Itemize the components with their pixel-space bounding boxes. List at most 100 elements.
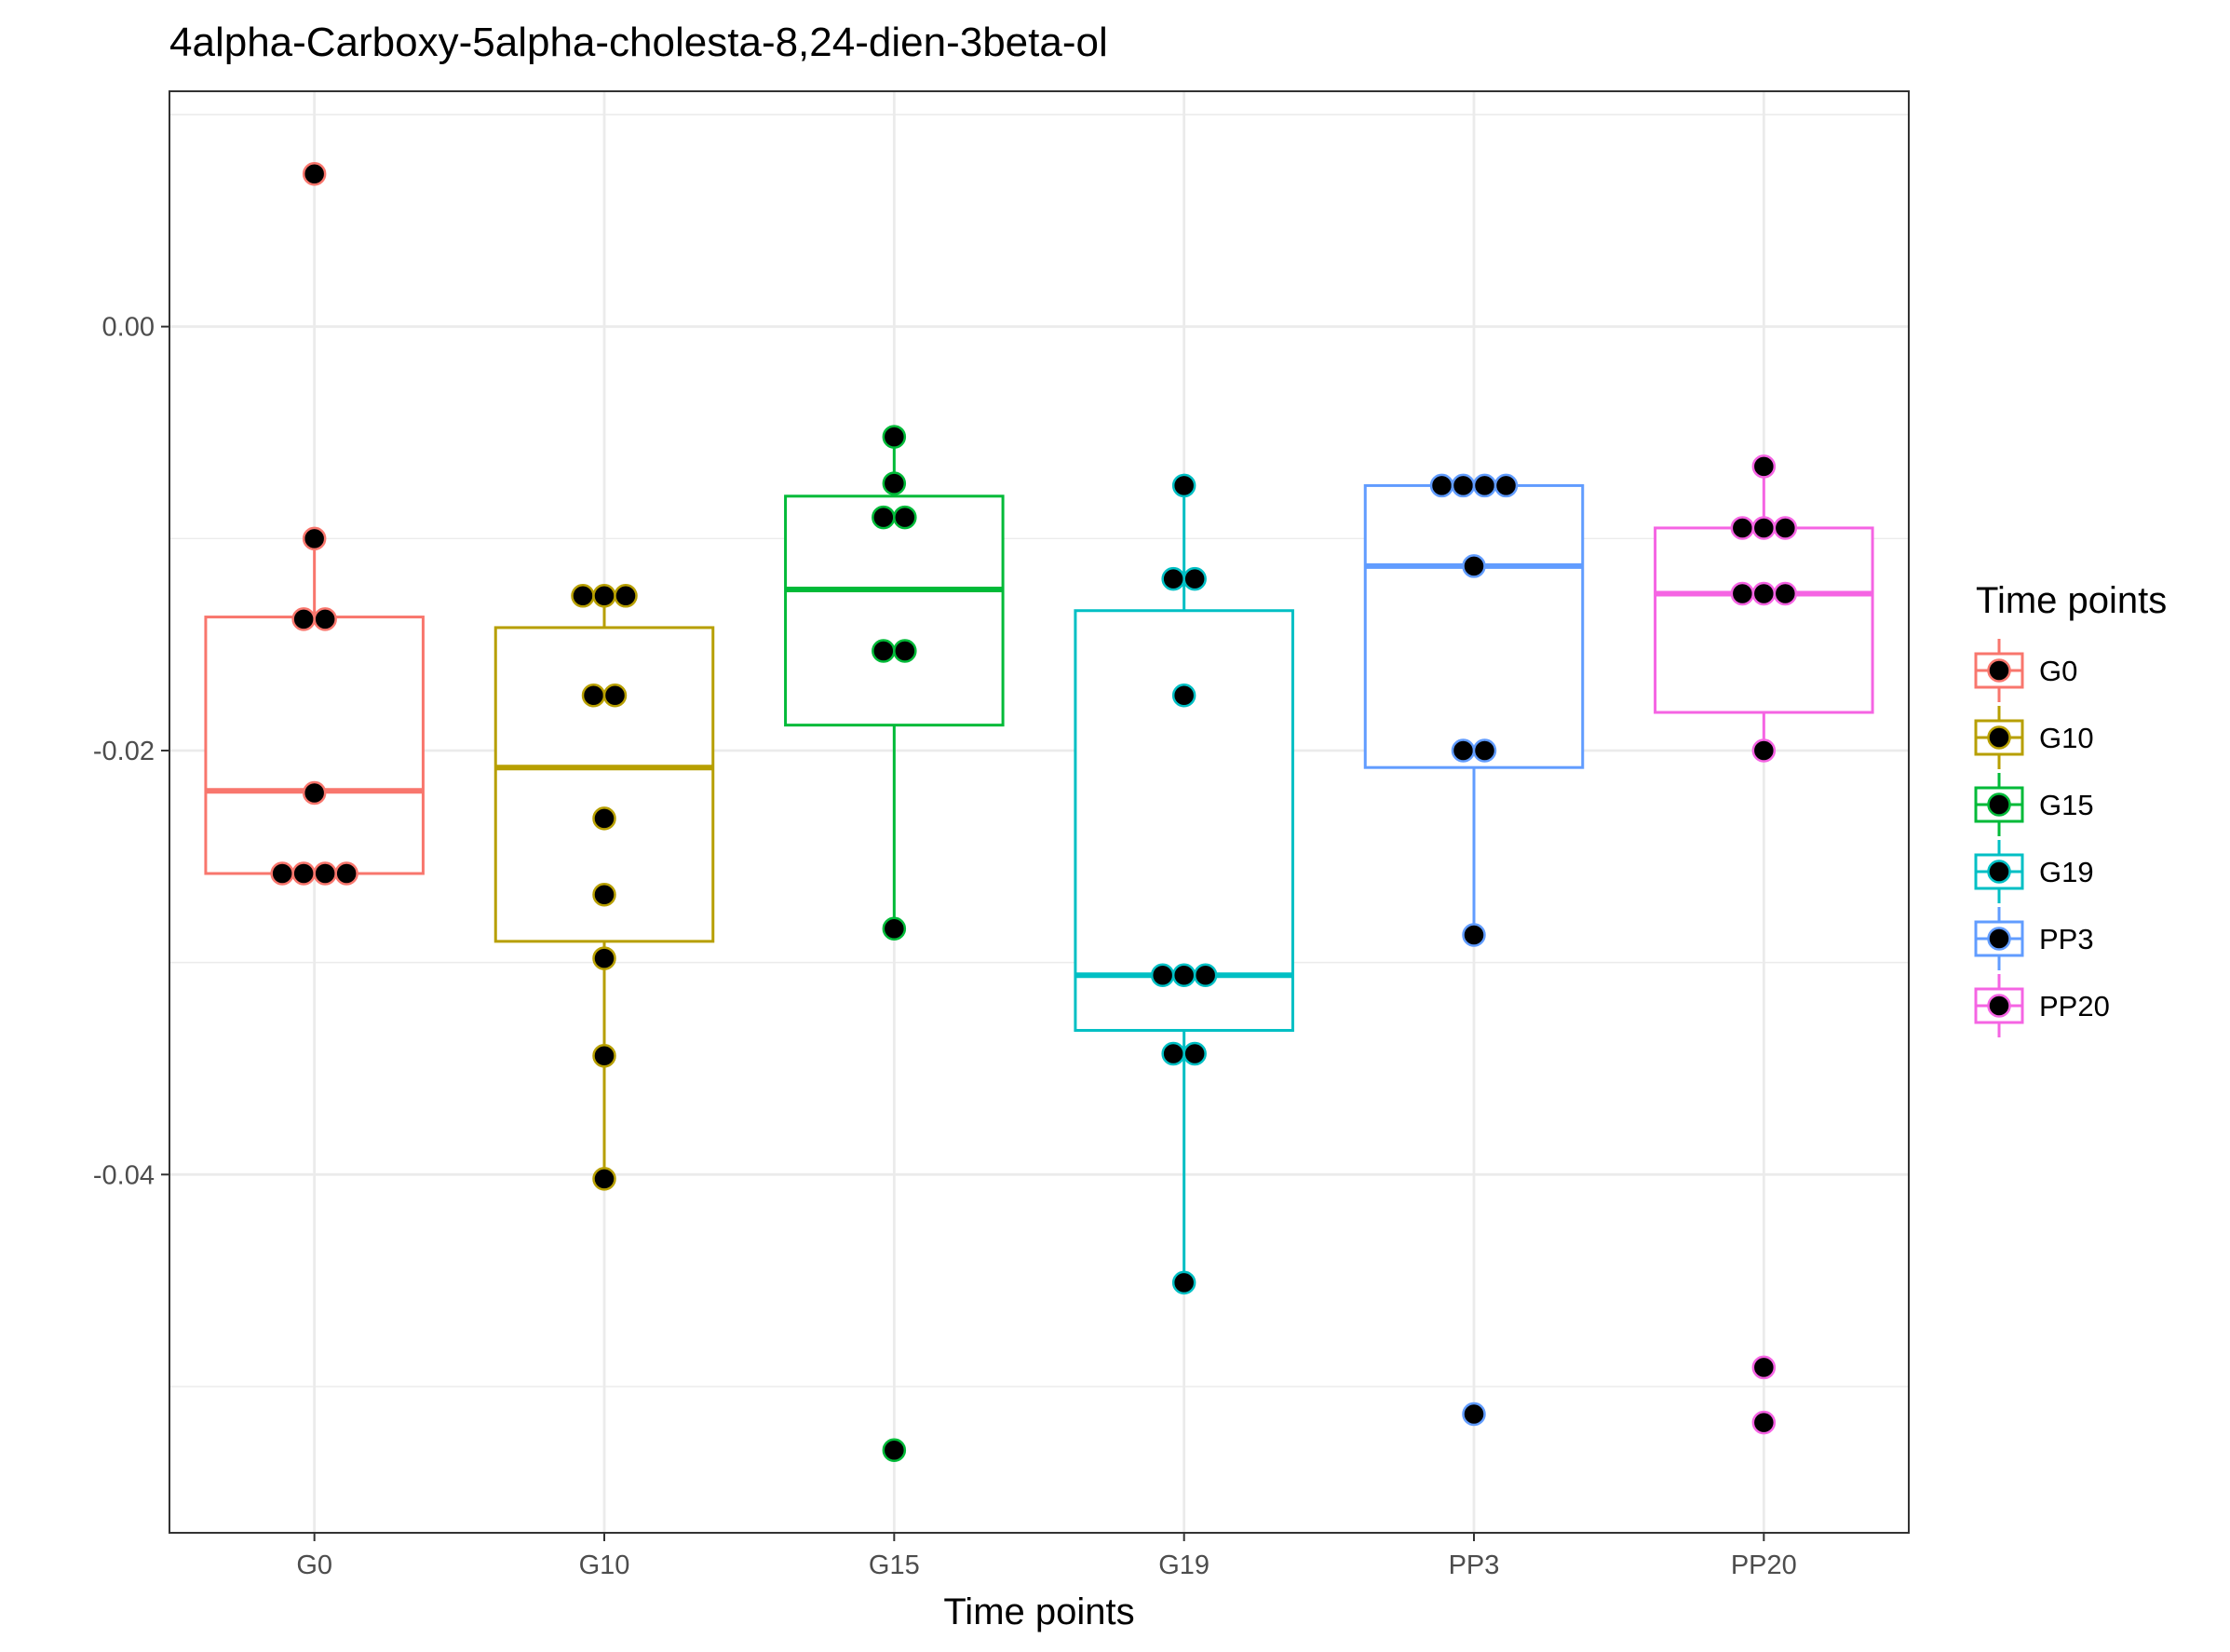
data-point — [1730, 516, 1755, 540]
data-point — [334, 861, 358, 886]
data-point — [602, 684, 628, 708]
x-tick-label: G10 — [579, 1550, 630, 1580]
data-point — [882, 471, 907, 495]
y-tick-label: -0.02 — [93, 737, 155, 766]
panel-background — [169, 91, 1909, 1533]
data-point — [893, 505, 917, 530]
data-point — [882, 1438, 907, 1462]
data-point — [571, 584, 595, 608]
data-point — [291, 861, 316, 886]
x-tick-label: PP20 — [1731, 1550, 1797, 1580]
legend-item-g10: G10 — [1974, 706, 2094, 769]
data-point — [581, 684, 606, 708]
box-iqr — [204, 616, 425, 875]
x-tick-label: PP3 — [1449, 1550, 1500, 1580]
legend-item-pp3: PP3 — [1974, 907, 2094, 970]
data-point — [1451, 473, 1476, 498]
box-group-g15 — [784, 437, 1005, 929]
data-point — [270, 861, 294, 886]
data-point — [313, 861, 337, 886]
y-tick-label: 0.00 — [102, 313, 155, 343]
data-point — [1171, 473, 1196, 498]
data-point — [1161, 566, 1185, 591]
data-point — [1193, 963, 1218, 988]
data-point — [1171, 963, 1196, 988]
legend-label: G19 — [2039, 856, 2094, 888]
legend-label: PP20 — [2039, 990, 2110, 1022]
y-tick-label: -0.04 — [93, 1160, 155, 1190]
data-point — [592, 806, 616, 831]
data-point — [1183, 1041, 1207, 1066]
legend-label: PP3 — [2039, 923, 2094, 955]
box-iqr — [1363, 483, 1585, 769]
data-point — [1462, 554, 1486, 578]
data-point — [1472, 473, 1497, 498]
data-point — [291, 607, 316, 631]
legend-title: Time points — [1976, 580, 2167, 621]
data-point — [1751, 1410, 1777, 1435]
data-point — [882, 916, 907, 941]
data-point — [1730, 581, 1755, 606]
legend-item-g0: G0 — [1974, 639, 2077, 702]
legend-item-g15: G15 — [1974, 773, 2094, 836]
legend-key-dot — [1987, 792, 2011, 817]
legend-label: G0 — [2039, 655, 2077, 687]
plot-panel: 0.00 -0.02 -0.04 G0 G10 G15 G19 PP3 PP20 — [93, 90, 1910, 1580]
legend-key-dot — [1987, 994, 2011, 1018]
data-point — [1150, 963, 1175, 988]
legend: Time points G0 G10 G15 G19 PP3 PP20 — [1974, 580, 2167, 1037]
data-point — [614, 584, 638, 608]
panel-border — [169, 90, 1910, 1534]
chart-title: 4alpha-Carboxy-5alpha-cholesta-8,24-dien… — [169, 20, 1108, 65]
box-group-g0 — [204, 538, 425, 875]
data-point — [1751, 738, 1777, 763]
data-point — [592, 584, 616, 608]
data-point — [592, 1044, 616, 1068]
x-tick-label: G0 — [296, 1550, 332, 1580]
data-point — [302, 526, 327, 551]
x-tick-label: G19 — [1158, 1550, 1210, 1580]
data-point — [1751, 516, 1777, 540]
legend-label: G15 — [2039, 789, 2094, 821]
data-point — [1451, 738, 1476, 763]
x-axis-title: Time points — [943, 1591, 1134, 1632]
data-point — [592, 946, 616, 970]
data-point — [1462, 923, 1486, 947]
legend-key-dot — [1987, 658, 2011, 683]
legend-key-dot — [1987, 927, 2011, 951]
data-point — [872, 505, 896, 530]
legend-key-dot — [1987, 725, 2011, 750]
box-group-g19 — [1074, 485, 1294, 1283]
box-group-pp20 — [1654, 466, 1874, 751]
data-point — [1171, 1270, 1196, 1295]
data-point — [1751, 581, 1777, 606]
data-point — [592, 1167, 616, 1191]
data-point — [872, 639, 896, 663]
data-point — [1773, 581, 1798, 606]
data-point — [592, 883, 616, 907]
data-point — [893, 639, 917, 663]
data-point — [882, 425, 907, 449]
data-point — [1161, 1041, 1185, 1066]
data-point — [313, 607, 337, 631]
data-point — [1183, 566, 1207, 591]
data-point — [1751, 1355, 1777, 1380]
data-point — [1493, 473, 1519, 498]
data-point — [1429, 473, 1454, 498]
box-iqr — [1074, 609, 1294, 1032]
x-tick-label: G15 — [869, 1550, 920, 1580]
box-iqr — [1654, 526, 1874, 714]
data-point — [302, 780, 327, 806]
box-iqr — [784, 494, 1005, 727]
data-point — [302, 162, 327, 186]
legend-key-dot — [1987, 860, 2011, 884]
data-point — [1171, 684, 1196, 708]
data-point — [1773, 516, 1798, 540]
data-point — [1751, 454, 1777, 479]
data-point — [1462, 1401, 1486, 1427]
legend-item-pp20: PP20 — [1974, 974, 2110, 1037]
legend-item-g19: G19 — [1974, 840, 2094, 903]
data-point — [1472, 738, 1497, 763]
legend-label: G10 — [2039, 722, 2094, 754]
